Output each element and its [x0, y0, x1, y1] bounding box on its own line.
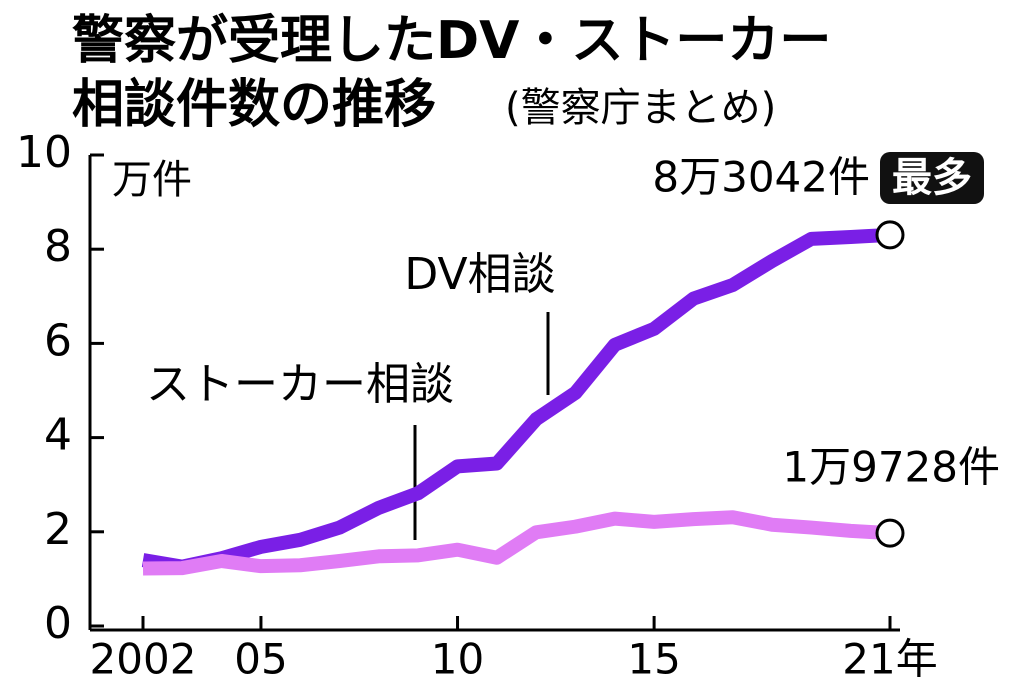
series-line [141, 227, 891, 574]
series-line [142, 510, 891, 576]
y-tick-label: 6 [44, 315, 72, 366]
end-marker [875, 518, 905, 548]
annotation: 最多 [892, 155, 972, 201]
y-tick-label: 4 [44, 410, 72, 461]
x-tick-label: 21年 [842, 635, 937, 684]
y-tick-label: 2 [44, 504, 72, 555]
annotation: 8万3042件 [652, 153, 870, 202]
y-tick-label: 10 [16, 127, 72, 178]
chart-title: 相談件数の推移 [72, 75, 436, 135]
x-tick-label: 15 [627, 635, 680, 684]
series-label: DV相談 [404, 249, 555, 300]
y-tick-label: 0 [44, 598, 72, 649]
x-tick-label: 10 [431, 635, 484, 684]
y-unit: 万件 [112, 157, 192, 203]
end-marker [875, 220, 905, 250]
annotation: 1万9728件 [782, 443, 1000, 492]
chart-title: 警察が受理したDV・ストーカー [72, 11, 831, 71]
badge [880, 152, 984, 204]
series-label: ストーカー相談 [146, 359, 454, 410]
chart-subtitle: (警察庁まとめ) [505, 85, 776, 131]
x-tick-label: 05 [234, 635, 287, 684]
x-tick-label: 2002 [90, 635, 197, 684]
y-tick-label: 8 [44, 221, 72, 272]
